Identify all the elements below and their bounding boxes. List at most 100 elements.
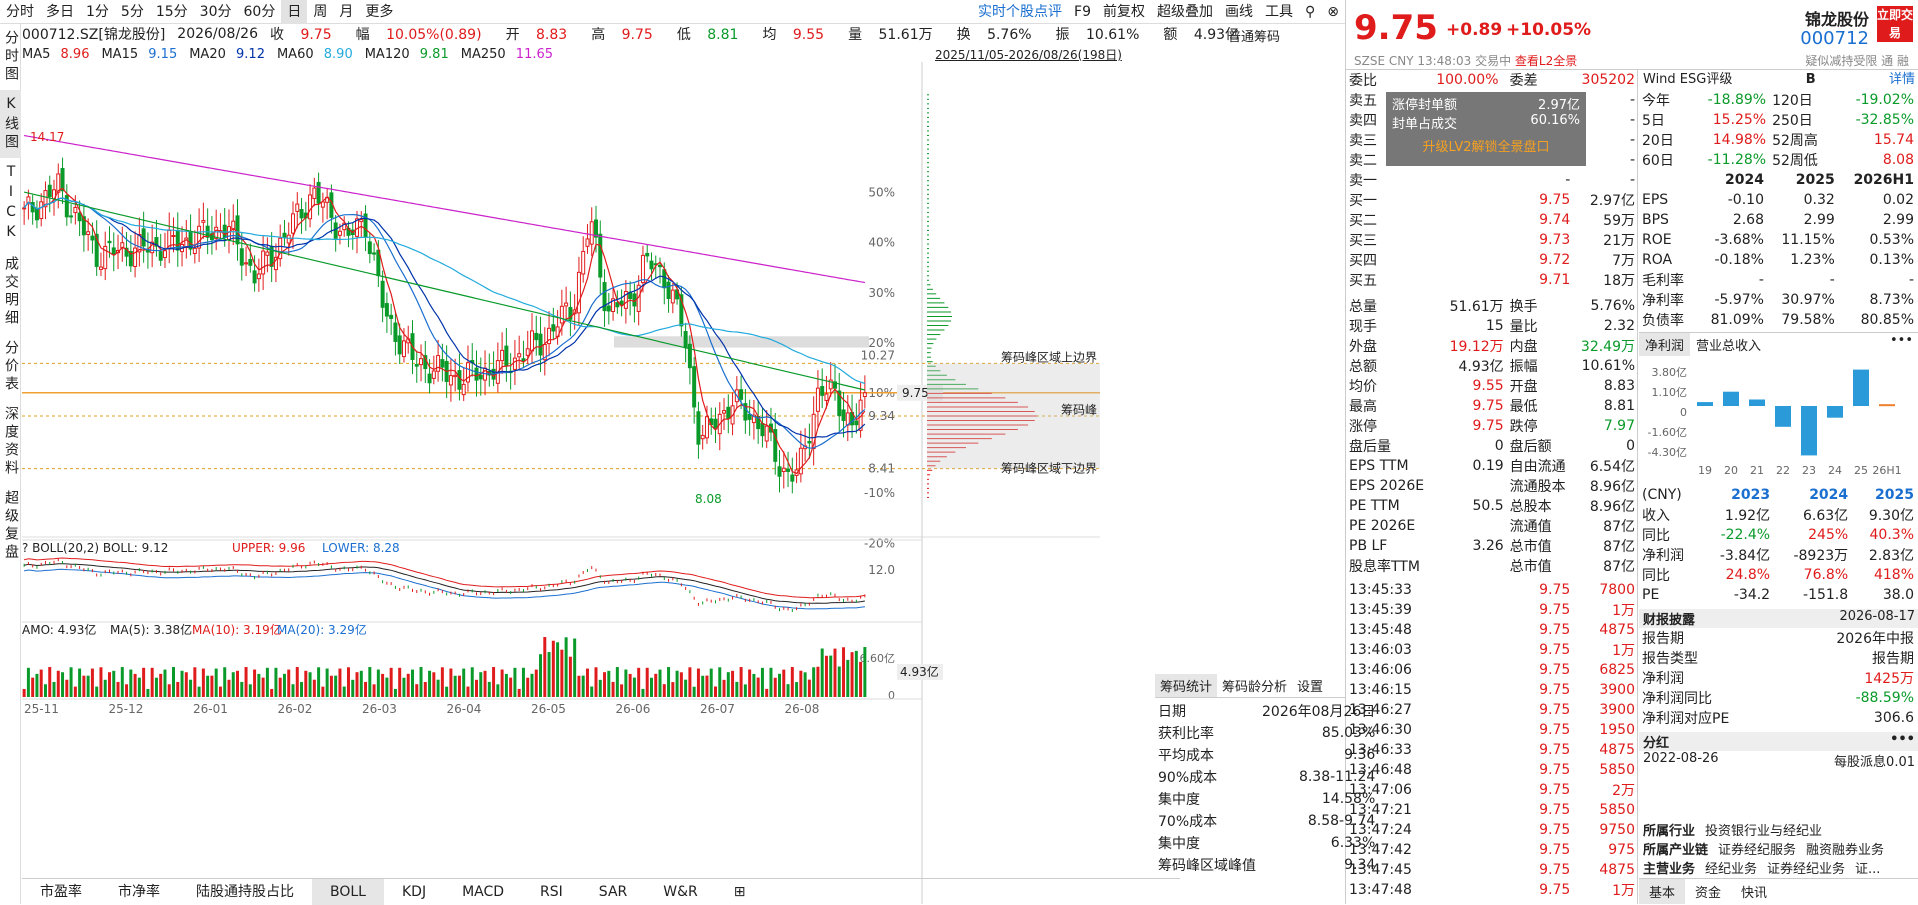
amo-bar: [842, 647, 846, 697]
left-tab-2[interactable]: TICK: [3, 164, 19, 244]
stat-row: PB LF 3.26 总市值 87亿: [1346, 536, 1638, 556]
amo-bar: [539, 654, 543, 697]
chip-tab-0[interactable]: 筹码统计: [1155, 674, 1218, 697]
stock-code-link[interactable]: 000712: [1800, 28, 1869, 49]
mini-bar: [1879, 404, 1895, 407]
toolbar-right-4[interactable]: 画线: [1225, 3, 1253, 20]
upgrade-l2-button[interactable]: 升级LV2解锁全景盘口: [1422, 140, 1550, 155]
kline-chart[interactable]: 50%40%30%20%10%-10%-20%9.7510.279.348.41…: [22, 62, 1345, 904]
right-bottom-tab-0[interactable]: 基本: [1639, 879, 1686, 904]
period-3[interactable]: 5分: [120, 3, 144, 20]
left-tab-5[interactable]: 深度资料: [3, 406, 19, 478]
right-bottom-tab-2[interactable]: 快讯: [1741, 886, 1768, 901]
industry-cell[interactable]: 融资融券业务: [1806, 843, 1885, 858]
wind-label: Wind ESG评级: [1643, 72, 1733, 87]
candle-body: [854, 420, 859, 426]
toolbar-right-2[interactable]: 前复权: [1103, 3, 1145, 20]
sell-row: 卖一 - -: [1346, 170, 1638, 190]
stat-value: [1433, 476, 1506, 496]
quote-date: 2026/08/26: [177, 26, 258, 42]
period-1[interactable]: 多日: [46, 3, 74, 20]
left-tab-4[interactable]: 分价表: [3, 340, 19, 394]
ma-legend: MA5 8.96 MA15 9.15 MA20 9.12 MA60 8.90 MA120…: [22, 44, 565, 64]
period-8[interactable]: 周: [313, 3, 328, 20]
mini-tab-1[interactable]: 营业总收入: [1696, 339, 1762, 354]
industry-cell[interactable]: 证券经纪服务: [1718, 843, 1797, 858]
amo-bar: [176, 681, 180, 697]
fin-cell: -0.10: [1727, 192, 1764, 208]
chip-tab-1[interactable]: 筹码龄分析: [1222, 680, 1288, 695]
webi-row: 委比 100.00% 委差 305202: [1346, 70, 1638, 90]
industry-cell[interactable]: 证...: [1855, 862, 1881, 877]
candle-body: [393, 322, 398, 342]
industry-cell[interactable]: 投资银行业与经纪业: [1705, 824, 1823, 839]
wind-detail-link[interactable]: 详情: [1888, 72, 1915, 87]
amo-bar: [479, 672, 483, 697]
industry-cell[interactable]: 证券经纪业务: [1767, 862, 1846, 877]
amo-bar: [807, 679, 811, 697]
left-tab-3[interactable]: 成交明细: [3, 256, 19, 328]
buy-vol: 2.97亿: [1589, 193, 1635, 209]
perf-cell: -18.89%: [1707, 92, 1767, 108]
period-10[interactable]: 更多: [365, 3, 394, 20]
period-4[interactable]: 15分: [155, 3, 188, 20]
amo-bar: [760, 667, 764, 697]
close-icon[interactable]: ⊗: [1327, 3, 1339, 20]
candle-body: [662, 269, 667, 289]
amo-bar: [56, 670, 60, 697]
left-tab-6[interactable]: 超级复盘: [3, 490, 19, 562]
report-label: 净利润同比: [1642, 691, 1712, 707]
chip-stat-label: 70%成本: [1158, 814, 1218, 830]
period-2[interactable]: 1分: [86, 3, 109, 20]
more-icon[interactable]: •••: [1890, 732, 1915, 747]
indicator-tab-8[interactable]: W&R: [663, 883, 698, 900]
period-6[interactable]: 60分: [243, 3, 276, 20]
mini-x-label: 21: [1750, 464, 1764, 477]
indicator-tab-6[interactable]: RSI: [540, 883, 563, 900]
indicator-tab-0[interactable]: 市盈率: [40, 883, 82, 900]
indicator-tab-2[interactable]: 陆股通持股占比: [196, 883, 294, 900]
candle-body: [192, 247, 197, 254]
period-0[interactable]: 分时: [6, 3, 34, 20]
toolbar-right-5[interactable]: 工具: [1265, 3, 1293, 20]
right-bottom-tab-1[interactable]: 资金: [1695, 886, 1722, 901]
more-icon[interactable]: •••: [1889, 333, 1913, 348]
candle-body: [273, 256, 278, 271]
indicator-tab-7[interactable]: SAR: [598, 883, 628, 900]
left-tab-0[interactable]: 分时图: [3, 30, 19, 84]
tick-time: 13:46:27: [1349, 702, 1412, 718]
l2-link[interactable]: 查看L2全景: [1514, 54, 1578, 68]
amo-axis-top: 6.60亿: [860, 652, 896, 665]
amo-bar: [325, 668, 329, 697]
chip-tab-2[interactable]: 设置: [1297, 680, 1324, 695]
amo-bar: [308, 672, 312, 697]
mini-tab-0[interactable]: 净利润: [1639, 333, 1691, 356]
tick-price: 9.75: [1539, 702, 1571, 718]
indicator-tab-3[interactable]: BOLL: [312, 878, 384, 905]
period-9[interactable]: 月: [339, 3, 354, 20]
period-7[interactable]: 日: [281, 0, 308, 24]
fin-row: 负债率 81.09% 79.58% 80.85%: [1639, 310, 1917, 330]
stat-value2: 87亿: [1603, 539, 1635, 555]
period-5[interactable]: 30分: [199, 3, 232, 20]
candle-body: [34, 208, 39, 221]
toolbar-right-3[interactable]: 超级叠加: [1157, 3, 1213, 20]
report-value: -88.59%: [1855, 690, 1914, 706]
indicator-tab-1[interactable]: 市净率: [118, 883, 160, 900]
industry-cell[interactable]: 经纪业务: [1705, 862, 1758, 877]
stat-label2: 量比: [1509, 319, 1538, 335]
search-icon[interactable]: ⚲: [1305, 3, 1316, 20]
trade-button[interactable]: 立即交易: [1877, 6, 1914, 42]
fin-cell: 8.73%: [1869, 292, 1914, 308]
amo-bar: [167, 684, 171, 697]
amo-bar: [611, 681, 615, 697]
left-tab-1[interactable]: K线图: [0, 90, 21, 158]
tick-row: 13:46:48 9.75 5850: [1346, 760, 1638, 780]
add-indicator-button[interactable]: ⊞: [733, 883, 746, 900]
low-label: 8.08: [695, 492, 722, 506]
indicator-tab-5[interactable]: MACD: [462, 883, 505, 900]
toolbar-right-1[interactable]: F9: [1074, 3, 1091, 20]
toolbar-right-0[interactable]: 实时个股点评: [978, 3, 1063, 20]
chip-stat-value: 9.34: [1344, 857, 1376, 873]
indicator-tab-4[interactable]: KDJ: [401, 883, 427, 900]
